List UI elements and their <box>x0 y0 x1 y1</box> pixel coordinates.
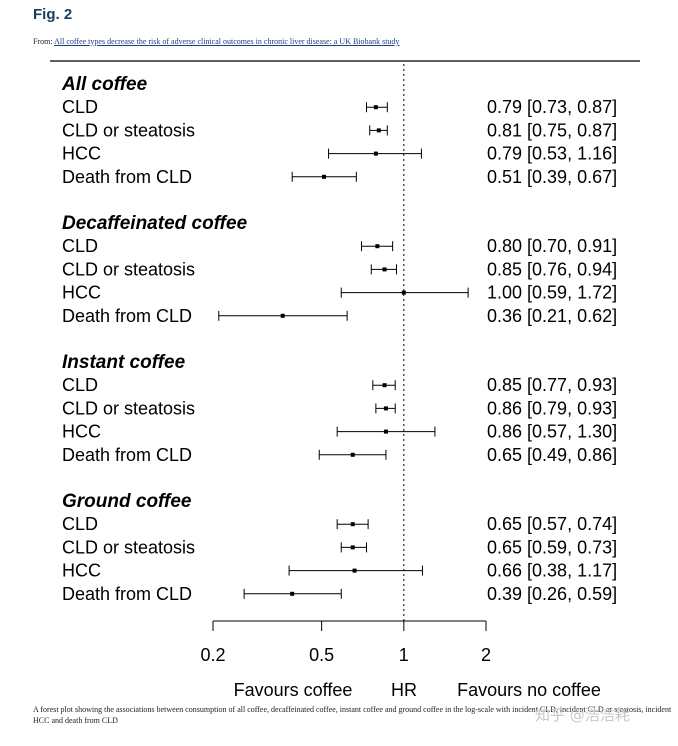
row-estimate-text: 0.85 [0.77, 0.93] <box>487 375 617 395</box>
point-estimate <box>373 151 378 156</box>
row-label: HCC <box>62 561 101 581</box>
point-estimate <box>352 568 357 573</box>
group-title: Ground coffee <box>62 491 192 512</box>
row-estimate-text: 0.65 [0.49, 0.86] <box>487 445 617 465</box>
row-label: Death from CLD <box>62 445 192 465</box>
watermark: 知乎 @浩浩耗 <box>535 706 630 724</box>
row-estimate-text: 0.65 [0.57, 0.74] <box>487 514 617 534</box>
row-label: CLD or steatosis <box>62 537 195 557</box>
row-estimate-text: 0.80 [0.70, 0.91] <box>487 236 617 256</box>
row-estimate-text: 0.36 [0.21, 0.62] <box>487 306 617 326</box>
axis-label-hr: HR <box>391 680 417 700</box>
row-label: HCC <box>62 144 101 164</box>
point-estimate <box>382 383 387 388</box>
axis-label-favours-coffee: Favours coffee <box>234 680 353 700</box>
point-estimate <box>280 313 285 318</box>
row-label: Death from CLD <box>62 584 192 604</box>
row-label: CLD <box>62 514 98 534</box>
point-estimate <box>350 545 355 550</box>
row-label: HCC <box>62 283 101 303</box>
figure-label: Fig. 2 <box>33 6 73 23</box>
point-estimate <box>350 522 355 527</box>
group-title: Instant coffee <box>62 352 186 373</box>
row-estimate-text: 0.66 [0.38, 1.17] <box>487 561 617 581</box>
row-estimate-text: 0.51 [0.39, 0.67] <box>487 167 617 187</box>
row-estimate-text: 0.85 [0.76, 0.94] <box>487 259 617 279</box>
point-estimate <box>383 406 388 411</box>
point-estimate <box>375 244 380 249</box>
row-estimate-text: 0.39 [0.26, 0.59] <box>487 584 617 604</box>
row-estimate-text: 0.65 [0.59, 0.73] <box>487 537 617 557</box>
row-estimate-text: 0.79 [0.53, 1.16] <box>487 144 617 164</box>
row-label: Death from CLD <box>62 167 192 187</box>
point-estimate <box>321 174 326 179</box>
x-tick-label: 0.5 <box>309 645 334 665</box>
point-estimate <box>401 290 406 295</box>
source-article-link[interactable]: All coffee types decrease the risk of ad… <box>54 37 400 46</box>
point-estimate <box>383 429 388 434</box>
row-estimate-text: 0.86 [0.57, 1.30] <box>487 422 617 442</box>
x-tick-label: 1 <box>399 645 409 665</box>
row-estimate-text: 0.79 [0.73, 0.87] <box>487 97 617 117</box>
row-label: CLD <box>62 97 98 117</box>
x-tick-label: 0.2 <box>200 645 225 665</box>
row-estimate-text: 0.86 [0.79, 0.93] <box>487 398 617 418</box>
point-estimate <box>350 452 355 457</box>
figure-caption: A forest plot showing the associations b… <box>33 705 672 725</box>
group-title: Decaffeinated coffee <box>62 213 248 234</box>
row-label: CLD <box>62 375 98 395</box>
point-estimate <box>376 128 381 133</box>
row-label: CLD or steatosis <box>62 398 195 418</box>
group-title: All coffee <box>61 74 148 95</box>
row-label: CLD or steatosis <box>62 120 195 140</box>
row-estimate-text: 1.00 [0.59, 1.72] <box>487 283 617 303</box>
row-label: HCC <box>62 422 101 442</box>
source-prefix: From: <box>33 37 55 46</box>
row-label: Death from CLD <box>62 306 192 326</box>
row-label: CLD <box>62 236 98 256</box>
axis-label-favours-no-coffee: Favours no coffee <box>457 680 601 700</box>
row-label: CLD or steatosis <box>62 259 195 279</box>
point-estimate <box>373 105 378 110</box>
row-estimate-text: 0.81 [0.75, 0.87] <box>487 120 617 140</box>
point-estimate <box>382 267 387 272</box>
source-line: From: All coffee types decrease the risk… <box>33 37 399 46</box>
point-estimate <box>290 591 295 596</box>
x-tick-label: 2 <box>481 645 491 665</box>
